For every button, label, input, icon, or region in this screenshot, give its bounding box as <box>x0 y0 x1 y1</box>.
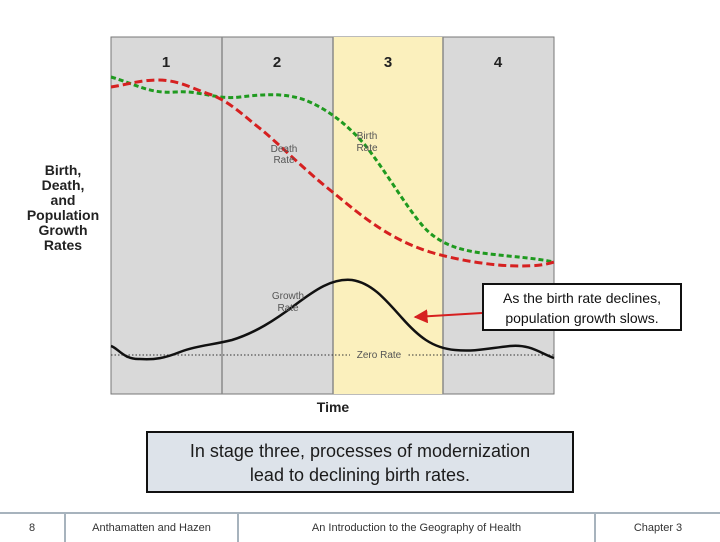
stage-label: 1 <box>162 54 170 71</box>
death-rate-label: Death <box>271 144 298 155</box>
caption-text: lead to declining birth rates. <box>249 465 471 485</box>
callout-arrow <box>413 309 483 324</box>
zero-rate-label-bg <box>350 347 408 361</box>
footer-book-title: An Introduction to the Geography of Heal… <box>237 514 594 542</box>
stage-label: 3 <box>384 54 392 71</box>
stage-label: 4 <box>494 54 503 71</box>
birth-rate-label: Rate <box>356 143 378 154</box>
growth-rate-curve <box>110 278 555 361</box>
growth-rate-label: Growth <box>272 291 304 302</box>
page-number: 8 <box>28 522 36 534</box>
x-axis-title: Time <box>317 399 350 415</box>
caption-box: In stage three, processes of modernizati… <box>146 431 574 493</box>
stage-label: 2 <box>273 54 281 71</box>
y-axis-title: Birth, <box>45 162 82 178</box>
caption-text: In stage three, processes of modernizati… <box>189 441 531 461</box>
birth-rate-label: Birth <box>357 131 378 142</box>
slide-footer: 8 Anthamatten and Hazen An Introduction … <box>0 512 720 542</box>
y-axis-title: and <box>51 192 76 208</box>
growth-rate-label: Rate <box>277 303 299 314</box>
death-rate-label: Rate <box>273 155 295 166</box>
callout-text: As the birth rate declines, <box>503 290 661 306</box>
callout-box: As the birth rate declines, population g… <box>482 283 682 331</box>
y-axis-title: Death, <box>42 177 85 193</box>
footer-chapter: Chapter 3 <box>594 514 720 542</box>
birth-rate-curve <box>110 75 555 264</box>
y-axis-title: Rates <box>44 237 82 253</box>
y-axis-title: Growth <box>39 222 88 238</box>
death-rate-curve <box>110 78 555 268</box>
footer-authors: Anthamatten and Hazen <box>64 514 237 542</box>
stage-3-highlight <box>333 37 443 394</box>
y-axis-title: Population <box>27 207 99 223</box>
zero-rate-label: Zero Rate <box>357 350 402 361</box>
callout-text: population growth slows. <box>505 310 659 326</box>
